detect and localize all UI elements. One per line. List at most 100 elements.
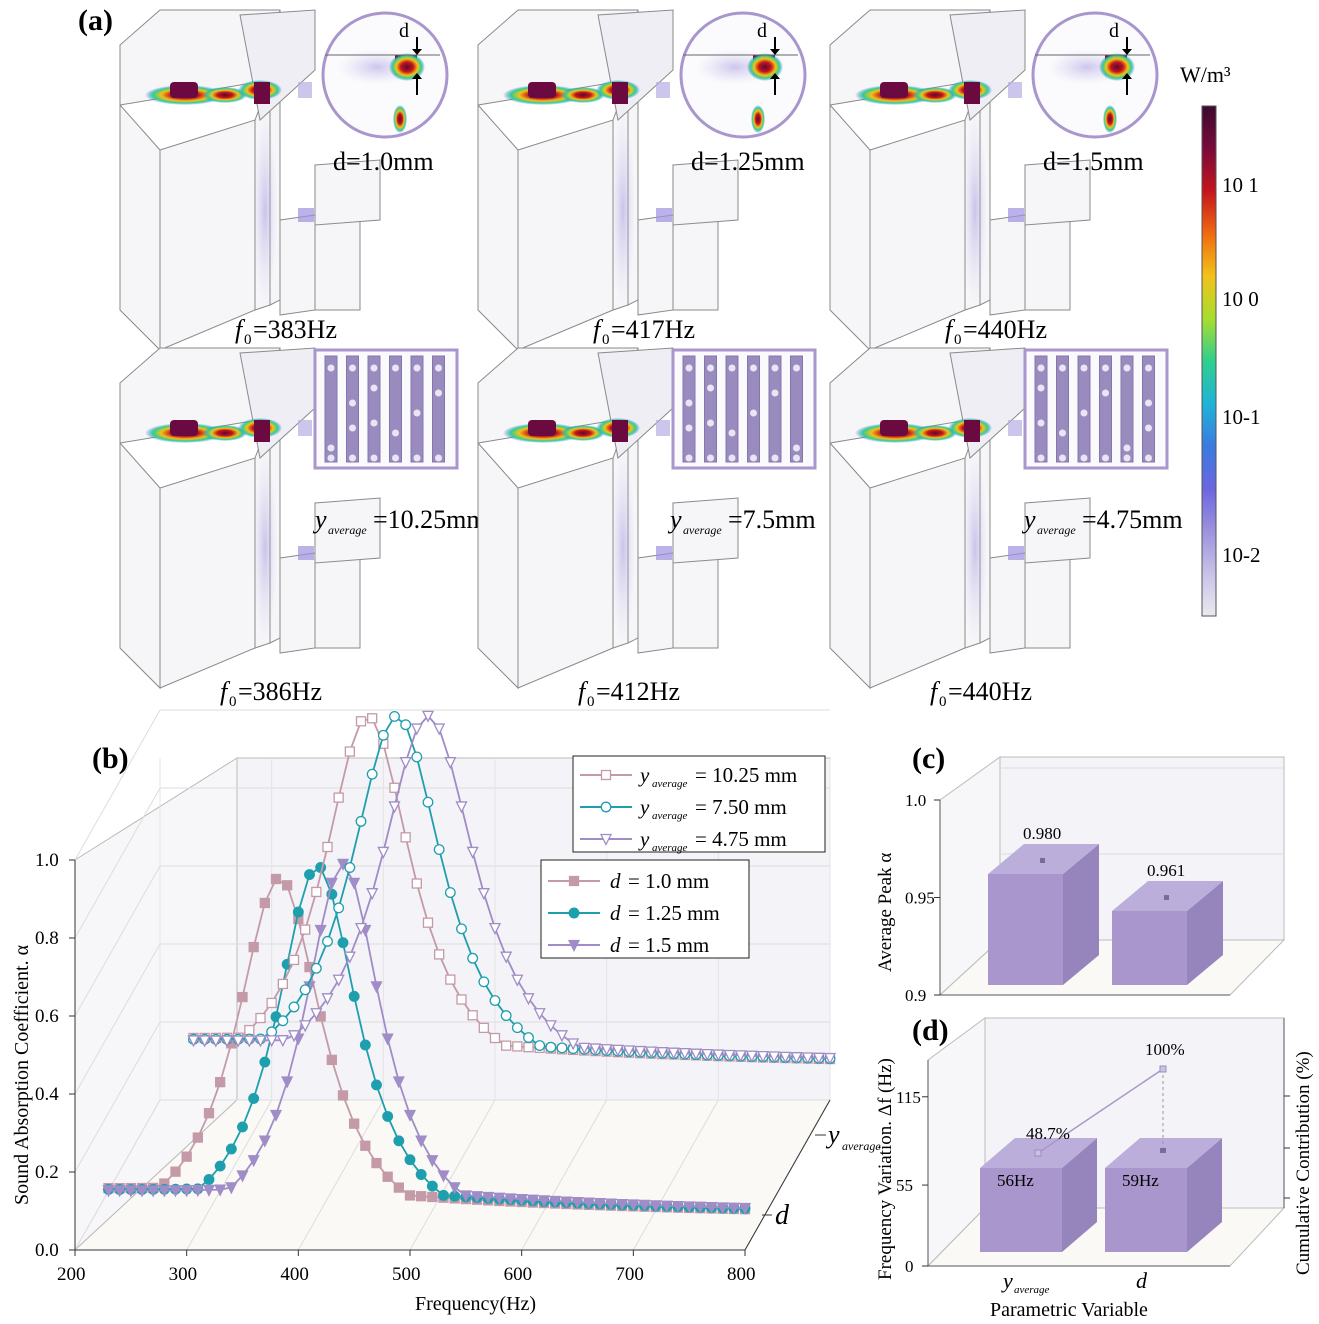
bar-front	[988, 874, 1063, 985]
data-point	[533, 1008, 546, 1021]
data-point	[678, 1048, 691, 1061]
d-y-ticks: 0 55 115	[896, 1088, 1290, 1276]
mean-marker	[1040, 858, 1045, 863]
cell-left-face	[829, 103, 871, 352]
slit-patch	[656, 420, 670, 436]
zoom-slit	[1103, 105, 1117, 133]
y-tick-label: 0.0	[35, 1240, 59, 1261]
legend-symbol: y	[638, 795, 650, 819]
slit-hole	[349, 399, 356, 407]
param-label: y average =4.75mm	[1021, 505, 1183, 537]
data-point	[727, 1202, 740, 1215]
series-line	[102, 858, 752, 1216]
data-point	[671, 1200, 685, 1214]
slit-hole	[707, 454, 714, 462]
y-tick-label: 0.8	[35, 928, 59, 949]
cumulative-marker	[1034, 1149, 1042, 1157]
data-point	[325, 877, 338, 890]
data-point	[124, 1185, 137, 1198]
slit-hole	[370, 454, 378, 462]
data-point	[689, 1048, 703, 1061]
slit-patch	[1008, 420, 1022, 436]
cell-gap-face	[637, 552, 674, 654]
data-point	[377, 729, 389, 741]
grid-line	[74, 709, 161, 861]
simulation-cell: y average =4.75mm f 0 =440Hz	[829, 347, 1183, 710]
data-point	[371, 1079, 382, 1091]
data-point	[399, 757, 412, 770]
x-tick-label: 800	[727, 1264, 756, 1285]
slit-hole	[1102, 364, 1109, 372]
neck-block	[964, 420, 980, 442]
legend-text: = 4.75 mm	[695, 827, 787, 851]
slit-hole	[392, 429, 399, 437]
slit-hole	[392, 454, 399, 462]
cell-right-top	[314, 159, 381, 226]
data-point	[371, 1157, 382, 1169]
slit-hole	[771, 364, 779, 372]
data-point	[701, 1048, 714, 1062]
data-point	[236, 1170, 249, 1183]
bar-value-label: 0.961	[1147, 861, 1185, 880]
param-label: d=1.25mm	[691, 147, 805, 176]
data-point	[448, 1182, 461, 1195]
data-point	[489, 995, 501, 1007]
neck-cylinder	[880, 82, 908, 98]
data-point	[627, 1199, 640, 1212]
svg-text:d: d	[775, 1200, 790, 1231]
y-tick-label: 0.9	[905, 986, 926, 1005]
zoom-d-label: d	[1109, 20, 1119, 42]
data-point	[582, 1197, 595, 1210]
data-point	[243, 1035, 256, 1048]
cell-right-top	[1024, 159, 1091, 226]
bar-front	[1105, 1168, 1187, 1252]
data-point	[556, 1042, 568, 1054]
legend-symbol: d	[610, 869, 621, 893]
data-point	[523, 1032, 534, 1043]
data-point	[348, 990, 360, 1002]
data-point	[382, 1171, 393, 1182]
y-tick-label: 55	[896, 1176, 913, 1195]
slit-hole	[771, 389, 779, 397]
d-bars: 56Hz 59Hz 48.7% 100% y average d	[980, 1040, 1222, 1296]
colorbar-unit: W/m³	[1180, 62, 1231, 87]
y-tick-label: 1.0	[905, 791, 926, 810]
data-point	[694, 1201, 707, 1214]
data-point	[705, 1202, 718, 1215]
data-point	[202, 1184, 216, 1197]
data-point	[656, 1047, 669, 1060]
data-point	[422, 796, 434, 808]
data-point	[427, 1191, 438, 1203]
data-point	[180, 1185, 193, 1198]
cell-right-top	[1024, 497, 1091, 564]
data-point	[600, 1044, 613, 1057]
data-point	[359, 1039, 371, 1051]
bar-front	[980, 1168, 1062, 1252]
data-point	[292, 906, 304, 918]
data-point	[445, 974, 456, 985]
data-point	[567, 1038, 580, 1051]
data-point	[265, 1035, 278, 1048]
cell-upper-block	[597, 9, 674, 121]
series-line	[187, 710, 837, 1066]
data-point	[622, 1045, 636, 1058]
cell-upper-block	[239, 9, 316, 121]
data-point	[225, 1143, 237, 1155]
data-point	[299, 984, 311, 996]
data-point	[322, 841, 333, 853]
colorbar-gradient	[1201, 105, 1217, 617]
data-point	[366, 888, 379, 901]
slit-hole	[1059, 454, 1066, 462]
legend-text: = 1.5 mm	[628, 933, 709, 957]
slit-patch	[298, 420, 312, 436]
data-point	[304, 869, 315, 880]
series-path	[108, 862, 746, 1209]
data-point	[337, 1090, 349, 1101]
legend-text: = 7.50 mm	[695, 795, 787, 819]
slit-patch	[298, 208, 314, 222]
data-point	[456, 923, 467, 935]
y-axis-label: Sound Absorption Coefficient. α	[11, 944, 33, 1205]
data-point	[203, 1108, 215, 1119]
freq-subscript: 0	[602, 332, 610, 348]
data-point	[422, 917, 434, 928]
